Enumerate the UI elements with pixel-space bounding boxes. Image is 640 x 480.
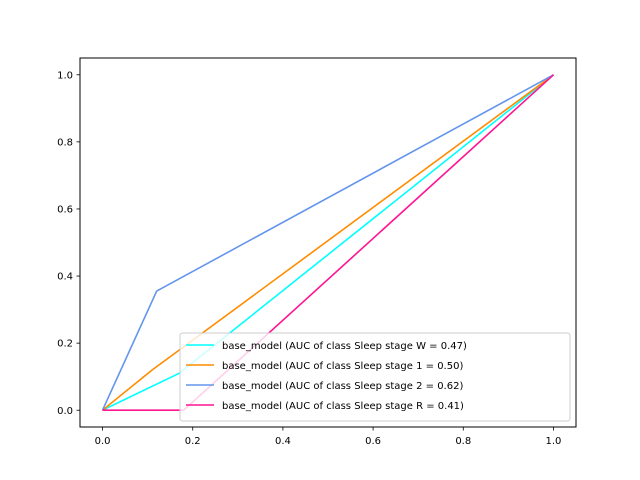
series-line-3 bbox=[101, 74, 554, 411]
legend-label-1: base_model (AUC of class Sleep stage W =… bbox=[222, 341, 467, 352]
legend-label-2: base_model (AUC of class Sleep stage 1 =… bbox=[222, 361, 463, 372]
y-tick-label: 0.0 bbox=[57, 406, 73, 417]
x-tick-label: 0.8 bbox=[455, 436, 471, 447]
legend-box bbox=[179, 332, 571, 422]
legend-label-3: base_model (AUC of class Sleep stage 2 =… bbox=[222, 381, 463, 392]
legend: base_model (AUC of class Sleep stage W =… bbox=[179, 332, 571, 422]
y-tick-label: 0.8 bbox=[57, 137, 73, 148]
axes-frame bbox=[79, 57, 577, 428]
x-tick-label: 0.6 bbox=[365, 436, 381, 447]
y-tick-label: 1.0 bbox=[57, 70, 73, 81]
y-tick-label: 0.4 bbox=[57, 272, 73, 283]
x-axis-ticks: 0.0 0.2 0.4 0.6 0.8 1.0 bbox=[95, 427, 562, 447]
y-tick-label: 0.6 bbox=[57, 205, 73, 216]
series-line-1 bbox=[102, 74, 554, 411]
x-tick-label: 0.2 bbox=[185, 436, 201, 447]
series-line-2 bbox=[101, 74, 554, 411]
legend-label-4: base_model (AUC of class Sleep stage R =… bbox=[222, 401, 464, 412]
x-tick-label: 0.0 bbox=[95, 436, 111, 447]
x-tick-label: 0.4 bbox=[275, 436, 291, 447]
x-tick-label: 1.0 bbox=[546, 436, 562, 447]
y-axis-ticks: 0.0 0.2 0.4 0.6 0.8 1.0 bbox=[57, 70, 80, 417]
y-tick-label: 0.2 bbox=[57, 339, 73, 350]
